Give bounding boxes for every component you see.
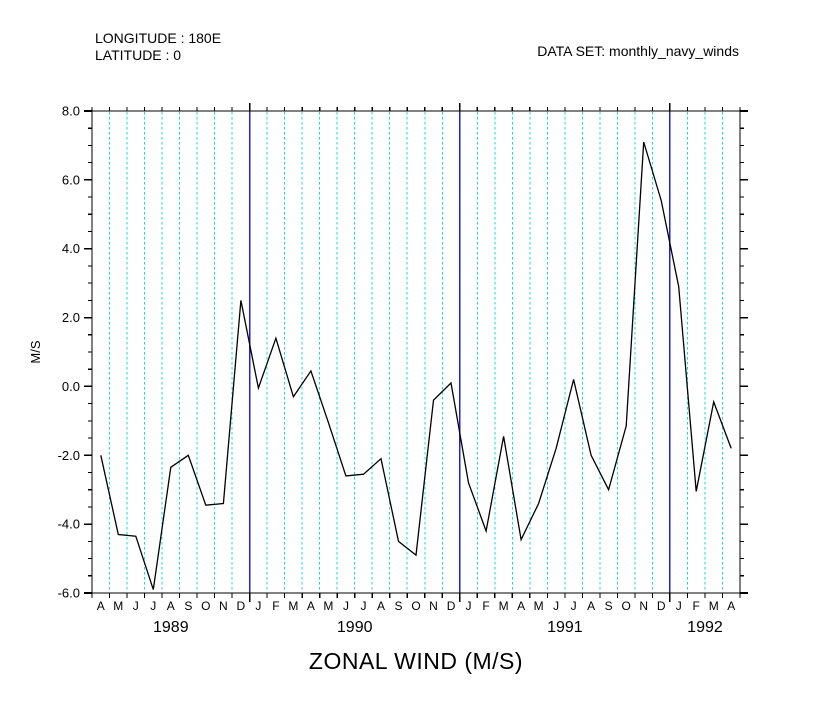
month-label: A: [97, 599, 105, 613]
y-axis-title: M/S: [28, 340, 43, 363]
month-label: O: [411, 599, 420, 613]
y-tick-label: 8.0: [62, 104, 80, 119]
y-tick-label: -4.0: [58, 517, 80, 532]
month-label: A: [517, 599, 525, 613]
month-label: J: [133, 599, 139, 613]
month-label: J: [255, 599, 261, 613]
y-tick-label: -2.0: [58, 448, 80, 463]
month-label: A: [167, 599, 175, 613]
month-label: N: [429, 599, 438, 613]
month-label: M: [323, 599, 333, 613]
month-label: J: [343, 599, 349, 613]
year-label: 1991: [547, 619, 583, 636]
month-label: M: [534, 599, 544, 613]
longitude-label: LONGITUDE : 180E: [95, 30, 222, 46]
chart-title: ZONAL WIND (M/S): [308, 648, 524, 674]
month-label: J: [150, 599, 156, 613]
y-tick-label: 4.0: [62, 241, 80, 256]
position-header: LONGITUDE : 180E LATITUDE : 0: [95, 30, 221, 64]
month-label: N: [219, 599, 228, 613]
month-label: O: [201, 599, 210, 613]
y-tick-label: 0.0: [62, 379, 80, 394]
month-label: A: [727, 599, 735, 613]
month-label: J: [466, 599, 472, 613]
month-label: A: [377, 599, 385, 613]
y-tick-label: -6.0: [58, 586, 80, 601]
month-label: J: [571, 599, 577, 613]
month-label: F: [693, 599, 700, 613]
month-label: M: [288, 599, 298, 613]
year-label: 1990: [337, 619, 373, 636]
month-label: O: [621, 599, 630, 613]
month-label: N: [639, 599, 648, 613]
month-label: D: [237, 599, 246, 613]
month-label: M: [499, 599, 509, 613]
month-label: M: [113, 599, 123, 613]
month-label: J: [360, 599, 366, 613]
latitude-label: LATITUDE : 0: [95, 47, 182, 63]
month-label: F: [482, 599, 489, 613]
month-label: D: [657, 599, 666, 613]
month-label: S: [394, 599, 402, 613]
month-label: J: [676, 599, 682, 613]
dataset-label: DATA SET: monthly_navy_winds: [537, 43, 739, 59]
data-line: [100, 141, 732, 590]
year-label: 1989: [153, 619, 189, 636]
month-label: S: [184, 599, 192, 613]
month-label: A: [587, 599, 595, 613]
month-label: J: [553, 599, 559, 613]
month-label: A: [307, 599, 315, 613]
month-label: D: [447, 599, 456, 613]
y-tick-label: 2.0: [62, 310, 80, 325]
year-label: 1992: [687, 619, 723, 636]
month-label: S: [605, 599, 613, 613]
plot-frame: [91, 110, 741, 594]
month-label: M: [709, 599, 719, 613]
y-tick-label: 6.0: [62, 172, 80, 187]
month-label: F: [272, 599, 279, 613]
